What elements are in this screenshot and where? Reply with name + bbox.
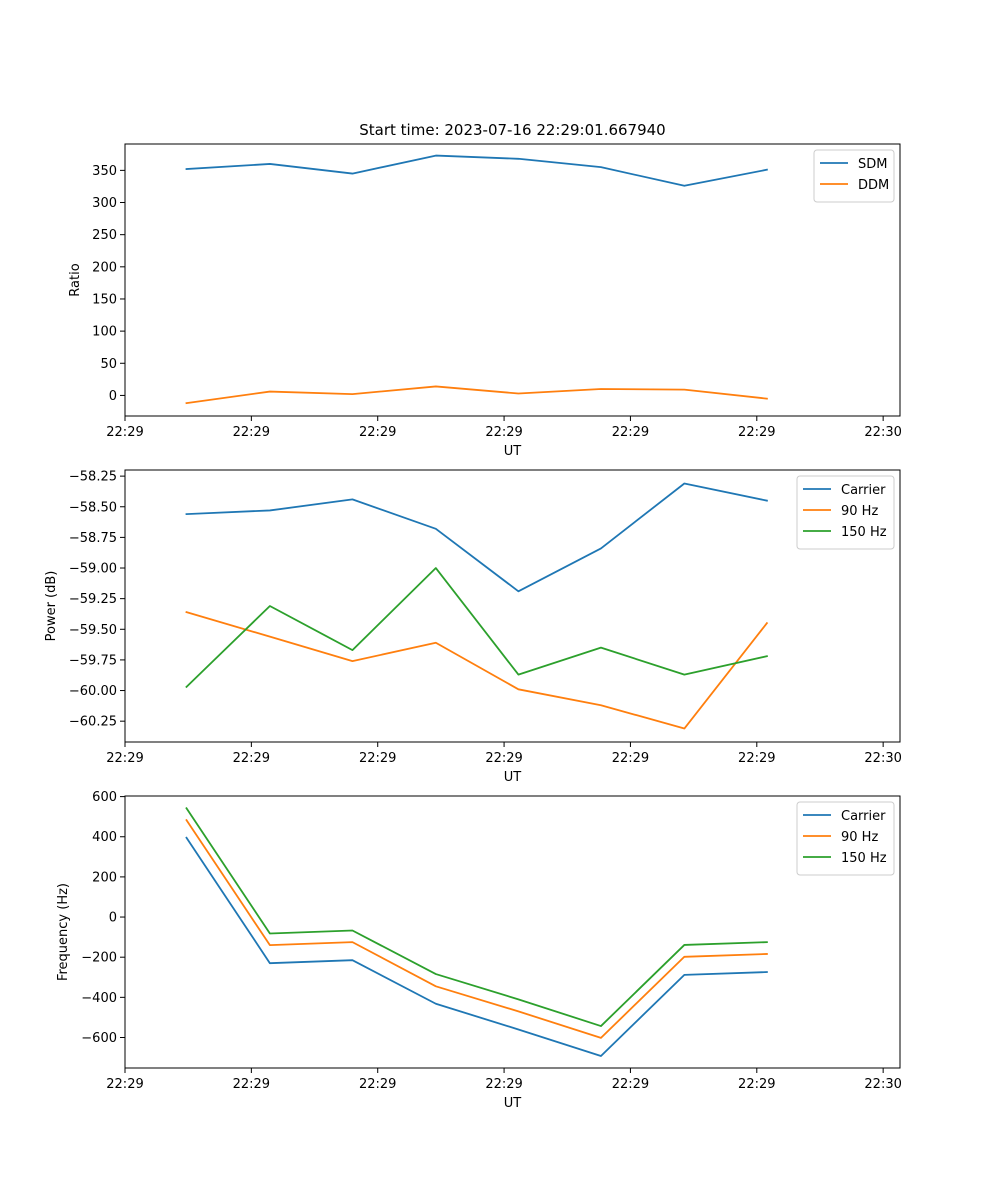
- x-tick-label: 22:29: [612, 425, 649, 440]
- plot-frame: [124, 469, 901, 743]
- x-tick-label: 22:29: [738, 751, 775, 766]
- y-tick-label: −200: [81, 951, 117, 966]
- y-tick-label: −58.50: [69, 500, 117, 515]
- x-tick-label: 22:29: [359, 1077, 396, 1092]
- chart-panel-3: 22:29 22:29 22:29 22:29 22:29 22:29 22:30 −600 −…: [56, 790, 902, 1111]
- series-line-ddm: [185, 385, 768, 405]
- x-tick-label: 22:29: [359, 425, 396, 440]
- legend-label: 150 Hz: [841, 851, 887, 866]
- legend-label: Carrier: [841, 483, 886, 498]
- series-line-90-hz: [185, 818, 768, 1039]
- y-axis-label: Frequency (Hz): [56, 883, 71, 981]
- y-tick-label: −59.50: [69, 623, 117, 638]
- x-tick-label: 22:29: [106, 751, 143, 766]
- legend-label: DDM: [858, 178, 889, 193]
- series-line-150-hz: [185, 807, 768, 1027]
- legend-label: 150 Hz: [841, 525, 887, 540]
- x-tick-label: 22:30: [864, 751, 901, 766]
- series-line-carrier: [185, 482, 768, 593]
- plot-frame: [124, 795, 901, 1069]
- y-tick-label: 250: [92, 228, 117, 243]
- series-line-sdm: [185, 154, 768, 187]
- x-tick-label: 22:30: [864, 1077, 901, 1092]
- x-tick-label: 22:29: [612, 751, 649, 766]
- x-tick-label: 22:29: [106, 425, 143, 440]
- series-line-90-hz: [185, 611, 769, 730]
- x-axis-label: UT: [504, 444, 522, 459]
- chart-panel-1: Start time: 2023-07-16 22:29:01.667940 22…: [68, 121, 902, 459]
- x-tick-label: 22:29: [485, 1077, 522, 1092]
- legend-label: SDM: [858, 157, 887, 172]
- y-tick-label: −59.00: [69, 562, 117, 577]
- y-tick-label: −59.25: [69, 592, 117, 607]
- y-tick-label: −59.75: [69, 653, 117, 668]
- plot-frame: [124, 143, 901, 417]
- x-tick-label: 22:29: [233, 1077, 270, 1092]
- y-tick-label: 150: [92, 292, 117, 307]
- x-tick-label: 22:29: [359, 751, 396, 766]
- y-tick-label: 600: [92, 790, 117, 805]
- legend: Carrier 90 Hz 150 Hz: [796, 801, 895, 876]
- series-line-150-hz: [185, 567, 768, 689]
- y-tick-label: 50: [100, 357, 117, 372]
- y-axis-label: Ratio: [68, 263, 83, 296]
- chart-title: Start time: 2023-07-16 22:29:01.667940: [359, 121, 665, 139]
- legend: SDM DDM: [813, 149, 895, 203]
- legend: Carrier 90 Hz 150 Hz: [796, 475, 895, 550]
- y-tick-label: −60.00: [69, 684, 117, 699]
- x-tick-label: 22:30: [864, 425, 901, 440]
- x-axis-label: UT: [504, 770, 522, 785]
- legend-label: 90 Hz: [841, 830, 878, 845]
- y-axis-label: Power (dB): [44, 571, 59, 642]
- y-tick-label: −58.75: [69, 531, 117, 546]
- legend-label: 90 Hz: [841, 504, 878, 519]
- y-tick-label: 200: [92, 870, 117, 885]
- series-line-carrier: [185, 836, 768, 1057]
- x-tick-label: 22:29: [738, 1077, 775, 1092]
- x-tick-label: 22:29: [612, 1077, 649, 1092]
- x-tick-label: 22:29: [233, 425, 270, 440]
- x-tick-label: 22:29: [106, 1077, 143, 1092]
- x-axis-label: UT: [504, 1096, 522, 1111]
- y-tick-label: −400: [81, 991, 117, 1006]
- y-tick-label: 100: [92, 325, 117, 340]
- x-tick-label: 22:29: [738, 425, 775, 440]
- legend-label: Carrier: [841, 809, 886, 824]
- x-tick-label: 22:29: [485, 425, 522, 440]
- y-tick-label: 350: [92, 164, 117, 179]
- x-tick-label: 22:29: [233, 751, 270, 766]
- y-tick-label: 300: [92, 196, 117, 211]
- x-tick-label: 22:29: [485, 751, 522, 766]
- y-tick-label: −58.25: [69, 470, 117, 485]
- chart-panel-2: 22:29 22:29 22:29 22:29 22:29 22:29 22:30 −60.2…: [44, 469, 902, 785]
- y-tick-label: 400: [92, 830, 117, 845]
- y-tick-label: −600: [81, 1031, 117, 1046]
- y-tick-label: −60.25: [69, 715, 117, 730]
- y-tick-label: 0: [109, 911, 117, 926]
- y-tick-label: 0: [109, 389, 117, 404]
- y-tick-label: 200: [92, 260, 117, 275]
